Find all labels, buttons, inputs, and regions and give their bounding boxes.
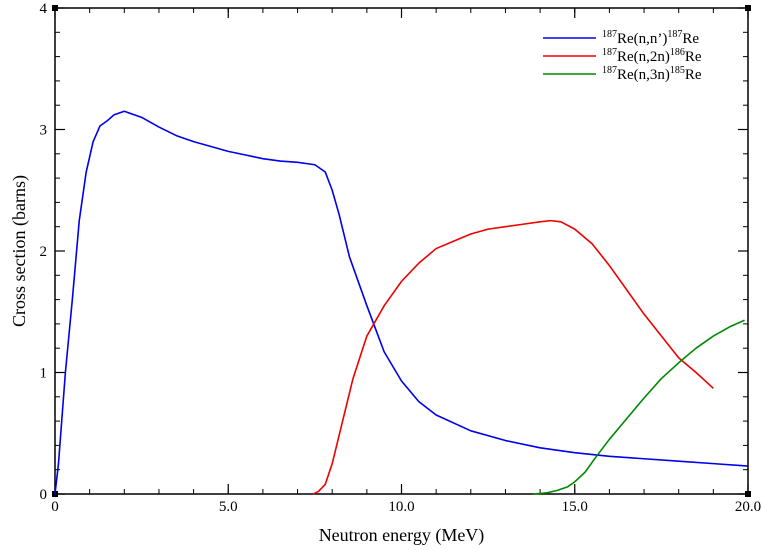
series-layer — [54, 110, 749, 495]
corner-marker — [745, 5, 751, 11]
series-line-2 — [312, 219, 714, 495]
series-line-3 — [533, 319, 745, 495]
legend: 187Re(n,n’)187Re187Re(n,2n)186Re187Re(n,… — [543, 29, 702, 83]
x-tick-label: 15.0 — [562, 499, 588, 515]
y-tick-label: 0 — [40, 487, 48, 503]
x-tick-label: 20.0 — [735, 499, 761, 515]
series-line-1 — [54, 110, 749, 495]
x-tick-label: 10.0 — [388, 499, 414, 515]
x-axis-title: Neutron energy (MeV) — [319, 525, 485, 546]
tick-labels: 0 5.0 10.0 15.0 20.0 0 1 2 3 4 — [40, 1, 762, 515]
x-tick-label: 0 — [51, 499, 59, 515]
corner-marker — [745, 491, 751, 497]
corner-marker — [52, 5, 58, 11]
y-tick-label: 1 — [40, 366, 48, 382]
y-tick-label: 3 — [40, 123, 48, 139]
legend-label-1: 187Re(n,n’)187Re — [602, 29, 699, 47]
legend-label-3: 187Re(n,3n)185Re — [602, 65, 702, 83]
x-tick-label: 5.0 — [219, 499, 238, 515]
y-axis-title: Cross section (barns) — [9, 175, 30, 327]
y-tick-label: 4 — [40, 1, 48, 17]
y-tick-label: 2 — [40, 244, 48, 260]
legend-label-2: 187Re(n,2n)186Re — [602, 47, 702, 65]
